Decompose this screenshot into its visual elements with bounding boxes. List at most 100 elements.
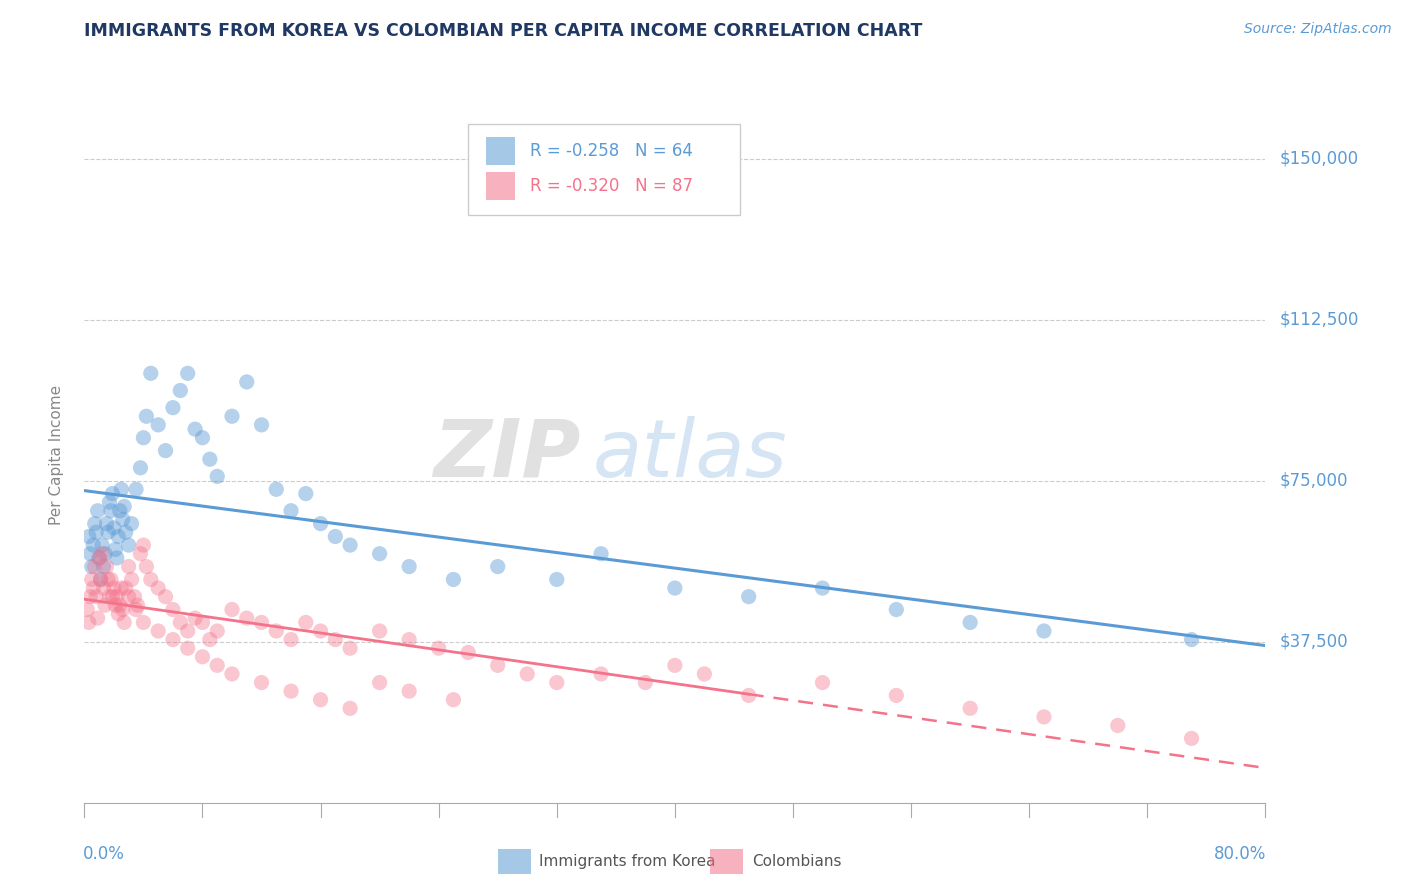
Point bbox=[169, 615, 191, 630]
Point bbox=[959, 701, 981, 715]
Point bbox=[114, 581, 136, 595]
Point bbox=[83, 559, 105, 574]
Point bbox=[96, 559, 118, 574]
Point bbox=[98, 495, 121, 509]
Point bbox=[169, 384, 191, 398]
Point bbox=[664, 658, 686, 673]
Point bbox=[235, 611, 259, 625]
Y-axis label: Per Capita Income: Per Capita Income bbox=[49, 384, 63, 525]
Point bbox=[693, 667, 716, 681]
Point bbox=[110, 483, 132, 497]
Point bbox=[323, 632, 347, 647]
Point bbox=[235, 375, 259, 389]
Point bbox=[105, 590, 128, 604]
Point bbox=[205, 658, 228, 673]
Point bbox=[83, 516, 105, 531]
Point bbox=[1180, 632, 1202, 647]
Point bbox=[184, 422, 207, 436]
Point bbox=[121, 516, 143, 531]
Point bbox=[101, 590, 124, 604]
Point bbox=[339, 701, 361, 715]
Point bbox=[309, 516, 332, 531]
Text: 80.0%: 80.0% bbox=[1215, 845, 1267, 863]
Point bbox=[250, 417, 273, 432]
Point bbox=[90, 573, 112, 587]
Point bbox=[90, 573, 112, 587]
Text: Colombians: Colombians bbox=[752, 855, 841, 870]
Point bbox=[124, 590, 146, 604]
Point bbox=[368, 624, 391, 638]
Point bbox=[97, 525, 120, 540]
Point bbox=[111, 602, 134, 616]
Point bbox=[591, 667, 613, 681]
Point bbox=[96, 516, 118, 531]
Point bbox=[309, 692, 332, 706]
Point bbox=[112, 615, 135, 630]
Point bbox=[546, 573, 568, 587]
Point bbox=[100, 573, 122, 587]
Point bbox=[80, 573, 103, 587]
Point bbox=[87, 551, 111, 566]
Point bbox=[177, 367, 200, 381]
Point bbox=[738, 689, 761, 703]
Point bbox=[427, 641, 450, 656]
Point bbox=[148, 624, 170, 638]
Point bbox=[184, 611, 207, 625]
Text: R = -0.320   N = 87: R = -0.320 N = 87 bbox=[530, 177, 693, 194]
Point bbox=[98, 590, 121, 604]
Point bbox=[135, 409, 157, 424]
Point bbox=[91, 538, 114, 552]
Point bbox=[86, 504, 108, 518]
Point bbox=[368, 675, 391, 690]
Point bbox=[139, 573, 162, 587]
Point bbox=[118, 590, 141, 604]
Point bbox=[591, 547, 613, 561]
Point bbox=[148, 581, 170, 595]
Text: 0.0%: 0.0% bbox=[83, 845, 125, 863]
Point bbox=[221, 409, 243, 424]
Text: atlas: atlas bbox=[592, 416, 787, 494]
Point bbox=[148, 417, 170, 432]
Point bbox=[191, 615, 214, 630]
Point bbox=[105, 551, 128, 566]
Point bbox=[118, 538, 141, 552]
Text: IMMIGRANTS FROM KOREA VS COLOMBIAN PER CAPITA INCOME CORRELATION CHART: IMMIGRANTS FROM KOREA VS COLOMBIAN PER C… bbox=[84, 22, 922, 40]
Point bbox=[129, 460, 152, 475]
Point bbox=[94, 599, 117, 613]
Point bbox=[129, 547, 152, 561]
Point bbox=[84, 590, 107, 604]
Point bbox=[84, 525, 107, 540]
Point bbox=[295, 486, 318, 500]
Point bbox=[177, 624, 200, 638]
Point bbox=[280, 632, 302, 647]
Point bbox=[121, 573, 143, 587]
Text: ZIP: ZIP bbox=[433, 416, 581, 494]
Point bbox=[250, 675, 273, 690]
Point bbox=[486, 559, 509, 574]
Point bbox=[339, 641, 361, 656]
Point bbox=[79, 547, 101, 561]
Point bbox=[108, 599, 131, 613]
Point bbox=[139, 367, 162, 381]
Point bbox=[441, 692, 464, 706]
Point bbox=[191, 431, 214, 445]
Point bbox=[103, 581, 125, 595]
Point bbox=[264, 624, 288, 638]
Point bbox=[457, 645, 479, 659]
Point bbox=[250, 615, 273, 630]
Point bbox=[486, 658, 509, 673]
Text: R = -0.258   N = 64: R = -0.258 N = 64 bbox=[530, 142, 693, 160]
Point bbox=[205, 469, 228, 483]
Point bbox=[280, 684, 302, 698]
Point bbox=[1180, 731, 1202, 746]
Point bbox=[87, 551, 111, 566]
Point bbox=[1032, 710, 1054, 724]
Point bbox=[79, 590, 101, 604]
Point bbox=[82, 538, 104, 552]
Point bbox=[516, 667, 538, 681]
Point bbox=[80, 559, 103, 574]
Point bbox=[132, 615, 155, 630]
Point bbox=[1032, 624, 1054, 638]
Point bbox=[110, 581, 132, 595]
Point bbox=[886, 689, 908, 703]
